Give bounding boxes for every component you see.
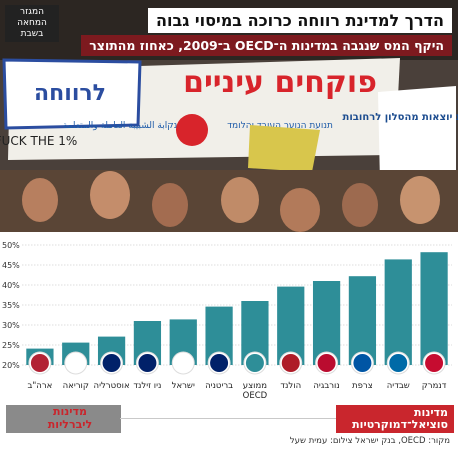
category-label: ממוצע (243, 381, 267, 391)
category-label: אוסטרליה (94, 381, 130, 391)
sweden-flag (386, 351, 410, 375)
category-label: נורבגיה (313, 381, 339, 391)
category-label: הולנד (280, 381, 301, 391)
bar (420, 252, 448, 365)
sign-fuck: FUCK THE 1% (0, 134, 77, 148)
social-democratic-label: מדינות סוציאל־דמוקרטיות (352, 406, 448, 431)
france-flag (350, 351, 374, 375)
netherlands-flag (279, 351, 303, 375)
category-label: קוריאה (63, 381, 89, 391)
category-label: שבדיה (387, 381, 410, 391)
sign-arabic: נקابة الشبيبة العاملة والمتعلمة (63, 121, 177, 131)
y-tick-label: 30% (2, 321, 20, 330)
liberal-label: מדינות ליברליות (47, 405, 93, 431)
y-tick-label: 50% (2, 241, 20, 250)
page-subtitle: היקף המס שנגבה במדינות ה־OECD ב־2009, כא… (81, 35, 452, 56)
category-label: ישראל (172, 381, 195, 391)
y-tick-label: 40% (2, 281, 20, 290)
y-tick-label: 45% (2, 261, 20, 270)
chart-svg: 20% 25% 30% 35% 40% 45% 50% ארה"ב קוריאה אוסטרליה… (2, 241, 452, 401)
page-title: הדרך למדינת רווחה כרוכה במיסוי גבוה (147, 8, 452, 33)
australia-flag (100, 351, 124, 375)
category-label: צרפת (352, 381, 373, 391)
us-flag (28, 351, 52, 375)
sign-noar: תנועת הנוער העובד והלומד (227, 121, 333, 131)
category-label: בריטניה (205, 381, 233, 391)
y-tick-label: 35% (2, 301, 20, 310)
sign-main: פוקחים עיניים (183, 65, 377, 100)
y-tick-label: 20% (2, 361, 20, 370)
new-zealand-flag (135, 351, 159, 375)
bar (384, 259, 412, 365)
israel-flag (171, 351, 195, 375)
liberal-arrow-bg (6, 405, 121, 433)
category-label: OECD (243, 391, 268, 401)
bar (348, 276, 377, 365)
photo-credit: המגזר המחאה בשבת (5, 5, 59, 42)
sign-news: החדשות יוצאות מהסלון לרחובות (343, 112, 458, 123)
category-label: ניו זילנד (133, 381, 161, 391)
spectrum-line (120, 418, 336, 419)
y-tick-label: 25% (2, 341, 20, 350)
norway-flag (315, 351, 339, 375)
bar (312, 281, 341, 365)
category-label: ארה"ב (27, 381, 52, 391)
uk-flag (207, 351, 231, 375)
social-democratic-arrow-bg (336, 405, 454, 433)
tax-chart: 20% 25% 30% 35% 40% 45% 50% ארה"ב קוריאה אוסטרליה… (0, 233, 458, 403)
category-label: דנמרק (422, 381, 447, 391)
sign-lirvacha: לרווחה (34, 81, 106, 106)
korea-flag (64, 351, 88, 375)
denmark-flag (422, 351, 446, 375)
source-note: מקור: OECD, בנק ישראל צילום: עמית שעל (289, 436, 450, 446)
oecd-logo (243, 351, 267, 375)
